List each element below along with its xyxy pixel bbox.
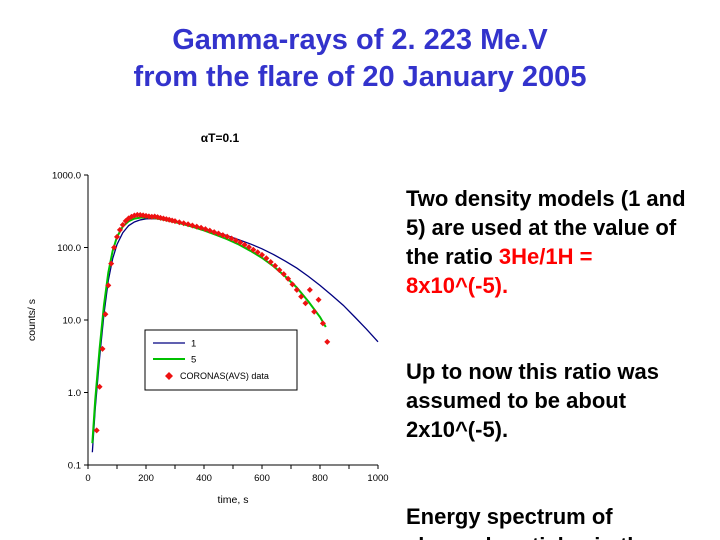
data-point-marker [148,213,155,220]
data-point-marker [259,251,265,258]
gamma-ray-time-profile-chart: αT=0.1 1000.0 100.0 10.0 1.0 0.1 0 200 400 600 800… [26,131,389,506]
data-point-marker [215,230,222,237]
legend-label: CORONAS(AVS) data [180,371,269,381]
data-point-marker [272,262,279,269]
x-tick-label: 400 [196,473,212,484]
data-point-marker [245,244,252,251]
x-axis-title: time, s [218,494,249,506]
data-point-marker [114,233,120,240]
legend-marker [165,372,173,380]
data-point-marker [172,218,178,225]
data-point-marker [116,226,123,233]
data-point-marker [289,281,296,288]
description-text-block: Two density models (1 and 5) are used at… [406,127,688,540]
data-point-marker [166,216,173,223]
data-point-marker [293,286,300,293]
legend-label: 5 [191,355,196,366]
data-point-marker [324,338,331,345]
data-point-marker [298,293,305,300]
data-point-marker [254,249,261,256]
slide-title-line1: Gamma-rays of 2. 223 Me.V [172,24,548,56]
data-point-marker [280,271,287,278]
y-tick-label: 100.0 [57,243,81,254]
data-point-marker [119,221,126,228]
data-point-marker [185,221,192,228]
data-point-marker [96,383,103,390]
description-run-black-1: Two density models (1 and 5) are used at… [406,185,692,269]
data-point-marker [93,427,100,434]
ratio-highlight: 3He/1H = 8x10^(-5). [406,243,599,298]
data-point-marker [315,296,322,303]
data-point-marker [102,311,109,318]
data-point-marker [105,282,112,289]
data-point-marker [151,213,158,220]
data-point-marker [285,275,292,282]
data-point-marker [228,235,235,242]
x-tick-label: 0 [85,473,90,484]
data-point-marker [232,237,239,244]
data-point-marker [250,246,257,253]
chart-title: αT=0.1 [201,131,240,145]
data-point-marker [140,212,147,219]
description-paragraph-2: Up to now this ratio was assumed to be a… [406,359,666,443]
data-point-marker [237,239,244,246]
data-point-marker [180,220,187,227]
data-point-marker [99,345,106,352]
y-tick-label: 0.1 [68,461,81,472]
data-point-marker [206,227,213,234]
data-point-marker [219,232,226,239]
slide-title-line2: from the flare of 20 January 2005 [133,61,587,93]
y-tick-label: 1.0 [68,388,81,399]
data-point-marker [176,219,183,226]
data-point-marker [311,308,318,315]
data-point-marker [276,266,283,273]
data-point-marker [267,259,274,266]
data-point-marker [128,213,135,220]
y-axis-title: counts/ s [26,299,38,341]
y-tick-label: 1000.0 [52,171,81,182]
data-point-marker [111,244,118,251]
data-point-marker [189,222,196,229]
y-tick-label: 10.0 [63,316,82,327]
data-point-marker [108,260,115,267]
x-tick-label: 1000 [367,473,388,484]
slide-title: Gamma-rays of 2. 223 Me.V from the flare… [0,22,720,96]
x-tick-label: 200 [138,473,154,484]
x-tick-label: 800 [312,473,328,484]
data-point-marker [306,286,313,293]
data-point-marker [241,241,248,248]
data-point-marker [193,223,200,230]
data-point-marker [319,320,326,327]
data-point-marker [302,300,309,307]
data-point-marker [224,233,231,240]
x-tick-label: 600 [254,473,270,484]
description-paragraph-3: Energy spectrum of charged particles in … [406,503,653,540]
description-paragraph-1: Two density models (1 and 5) are used at… [406,185,688,301]
legend-label: 1 [191,339,196,350]
